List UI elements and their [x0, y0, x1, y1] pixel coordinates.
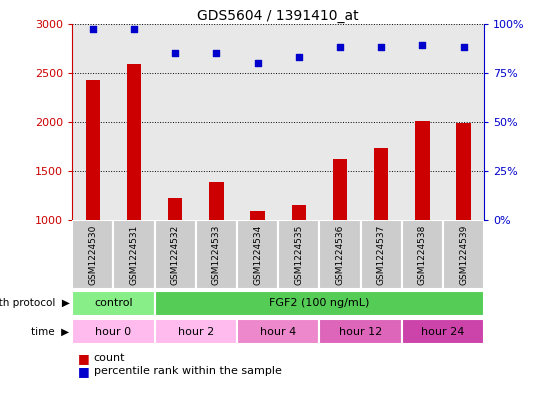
- Bar: [155, 291, 484, 316]
- Point: [254, 60, 262, 66]
- Text: ■: ■: [78, 365, 89, 378]
- Text: GSM1224535: GSM1224535: [294, 225, 303, 285]
- Text: GSM1224533: GSM1224533: [212, 225, 221, 285]
- Bar: [72, 291, 155, 316]
- Bar: [402, 24, 443, 220]
- Bar: [155, 220, 196, 289]
- Bar: [250, 211, 265, 220]
- Point: [377, 44, 385, 50]
- Bar: [443, 220, 484, 289]
- Point: [418, 42, 427, 48]
- Bar: [72, 220, 113, 289]
- Text: hour 24: hour 24: [421, 327, 465, 337]
- Bar: [237, 319, 319, 344]
- Text: GSM1224537: GSM1224537: [377, 225, 386, 285]
- Text: GSM1224531: GSM1224531: [129, 225, 139, 285]
- Text: GSM1224534: GSM1224534: [253, 225, 262, 285]
- Bar: [292, 205, 306, 220]
- Bar: [196, 24, 237, 220]
- Point: [294, 54, 303, 60]
- Bar: [127, 64, 141, 220]
- Bar: [402, 220, 443, 289]
- Bar: [209, 182, 224, 220]
- Text: GSM1224538: GSM1224538: [418, 225, 427, 285]
- Bar: [168, 198, 182, 220]
- Bar: [278, 220, 319, 289]
- Bar: [456, 123, 471, 220]
- Bar: [333, 159, 347, 220]
- Point: [130, 26, 139, 33]
- Text: ■: ■: [78, 352, 89, 365]
- Text: GSM1224530: GSM1224530: [88, 225, 97, 285]
- Text: hour 4: hour 4: [260, 327, 296, 337]
- Bar: [319, 24, 361, 220]
- Bar: [86, 80, 100, 220]
- Text: FGF2 (100 ng/mL): FGF2 (100 ng/mL): [269, 298, 370, 309]
- Point: [89, 26, 97, 33]
- Text: percentile rank within the sample: percentile rank within the sample: [94, 366, 281, 376]
- Bar: [319, 220, 361, 289]
- Bar: [155, 319, 237, 344]
- Bar: [113, 24, 155, 220]
- Title: GDS5604 / 1391410_at: GDS5604 / 1391410_at: [197, 9, 359, 22]
- Text: GSM1224539: GSM1224539: [459, 225, 468, 285]
- Bar: [72, 24, 113, 220]
- Point: [212, 50, 221, 56]
- Point: [171, 50, 180, 56]
- Text: control: control: [94, 298, 133, 309]
- Bar: [361, 220, 402, 289]
- Bar: [402, 319, 484, 344]
- Bar: [415, 121, 430, 220]
- Bar: [155, 24, 196, 220]
- Text: count: count: [94, 353, 125, 364]
- Text: hour 2: hour 2: [178, 327, 214, 337]
- Text: growth protocol  ▶: growth protocol ▶: [0, 298, 70, 309]
- Bar: [374, 148, 388, 220]
- Bar: [196, 220, 237, 289]
- Text: hour 0: hour 0: [95, 327, 132, 337]
- Text: hour 12: hour 12: [339, 327, 382, 337]
- Bar: [237, 220, 278, 289]
- Bar: [319, 319, 402, 344]
- Text: GSM1224536: GSM1224536: [335, 225, 345, 285]
- Point: [459, 44, 468, 50]
- Bar: [72, 319, 155, 344]
- Point: [336, 44, 345, 50]
- Bar: [237, 24, 278, 220]
- Bar: [278, 24, 319, 220]
- Bar: [113, 220, 155, 289]
- Text: GSM1224532: GSM1224532: [171, 225, 180, 285]
- Text: time  ▶: time ▶: [32, 327, 70, 337]
- Bar: [361, 24, 402, 220]
- Bar: [443, 24, 484, 220]
